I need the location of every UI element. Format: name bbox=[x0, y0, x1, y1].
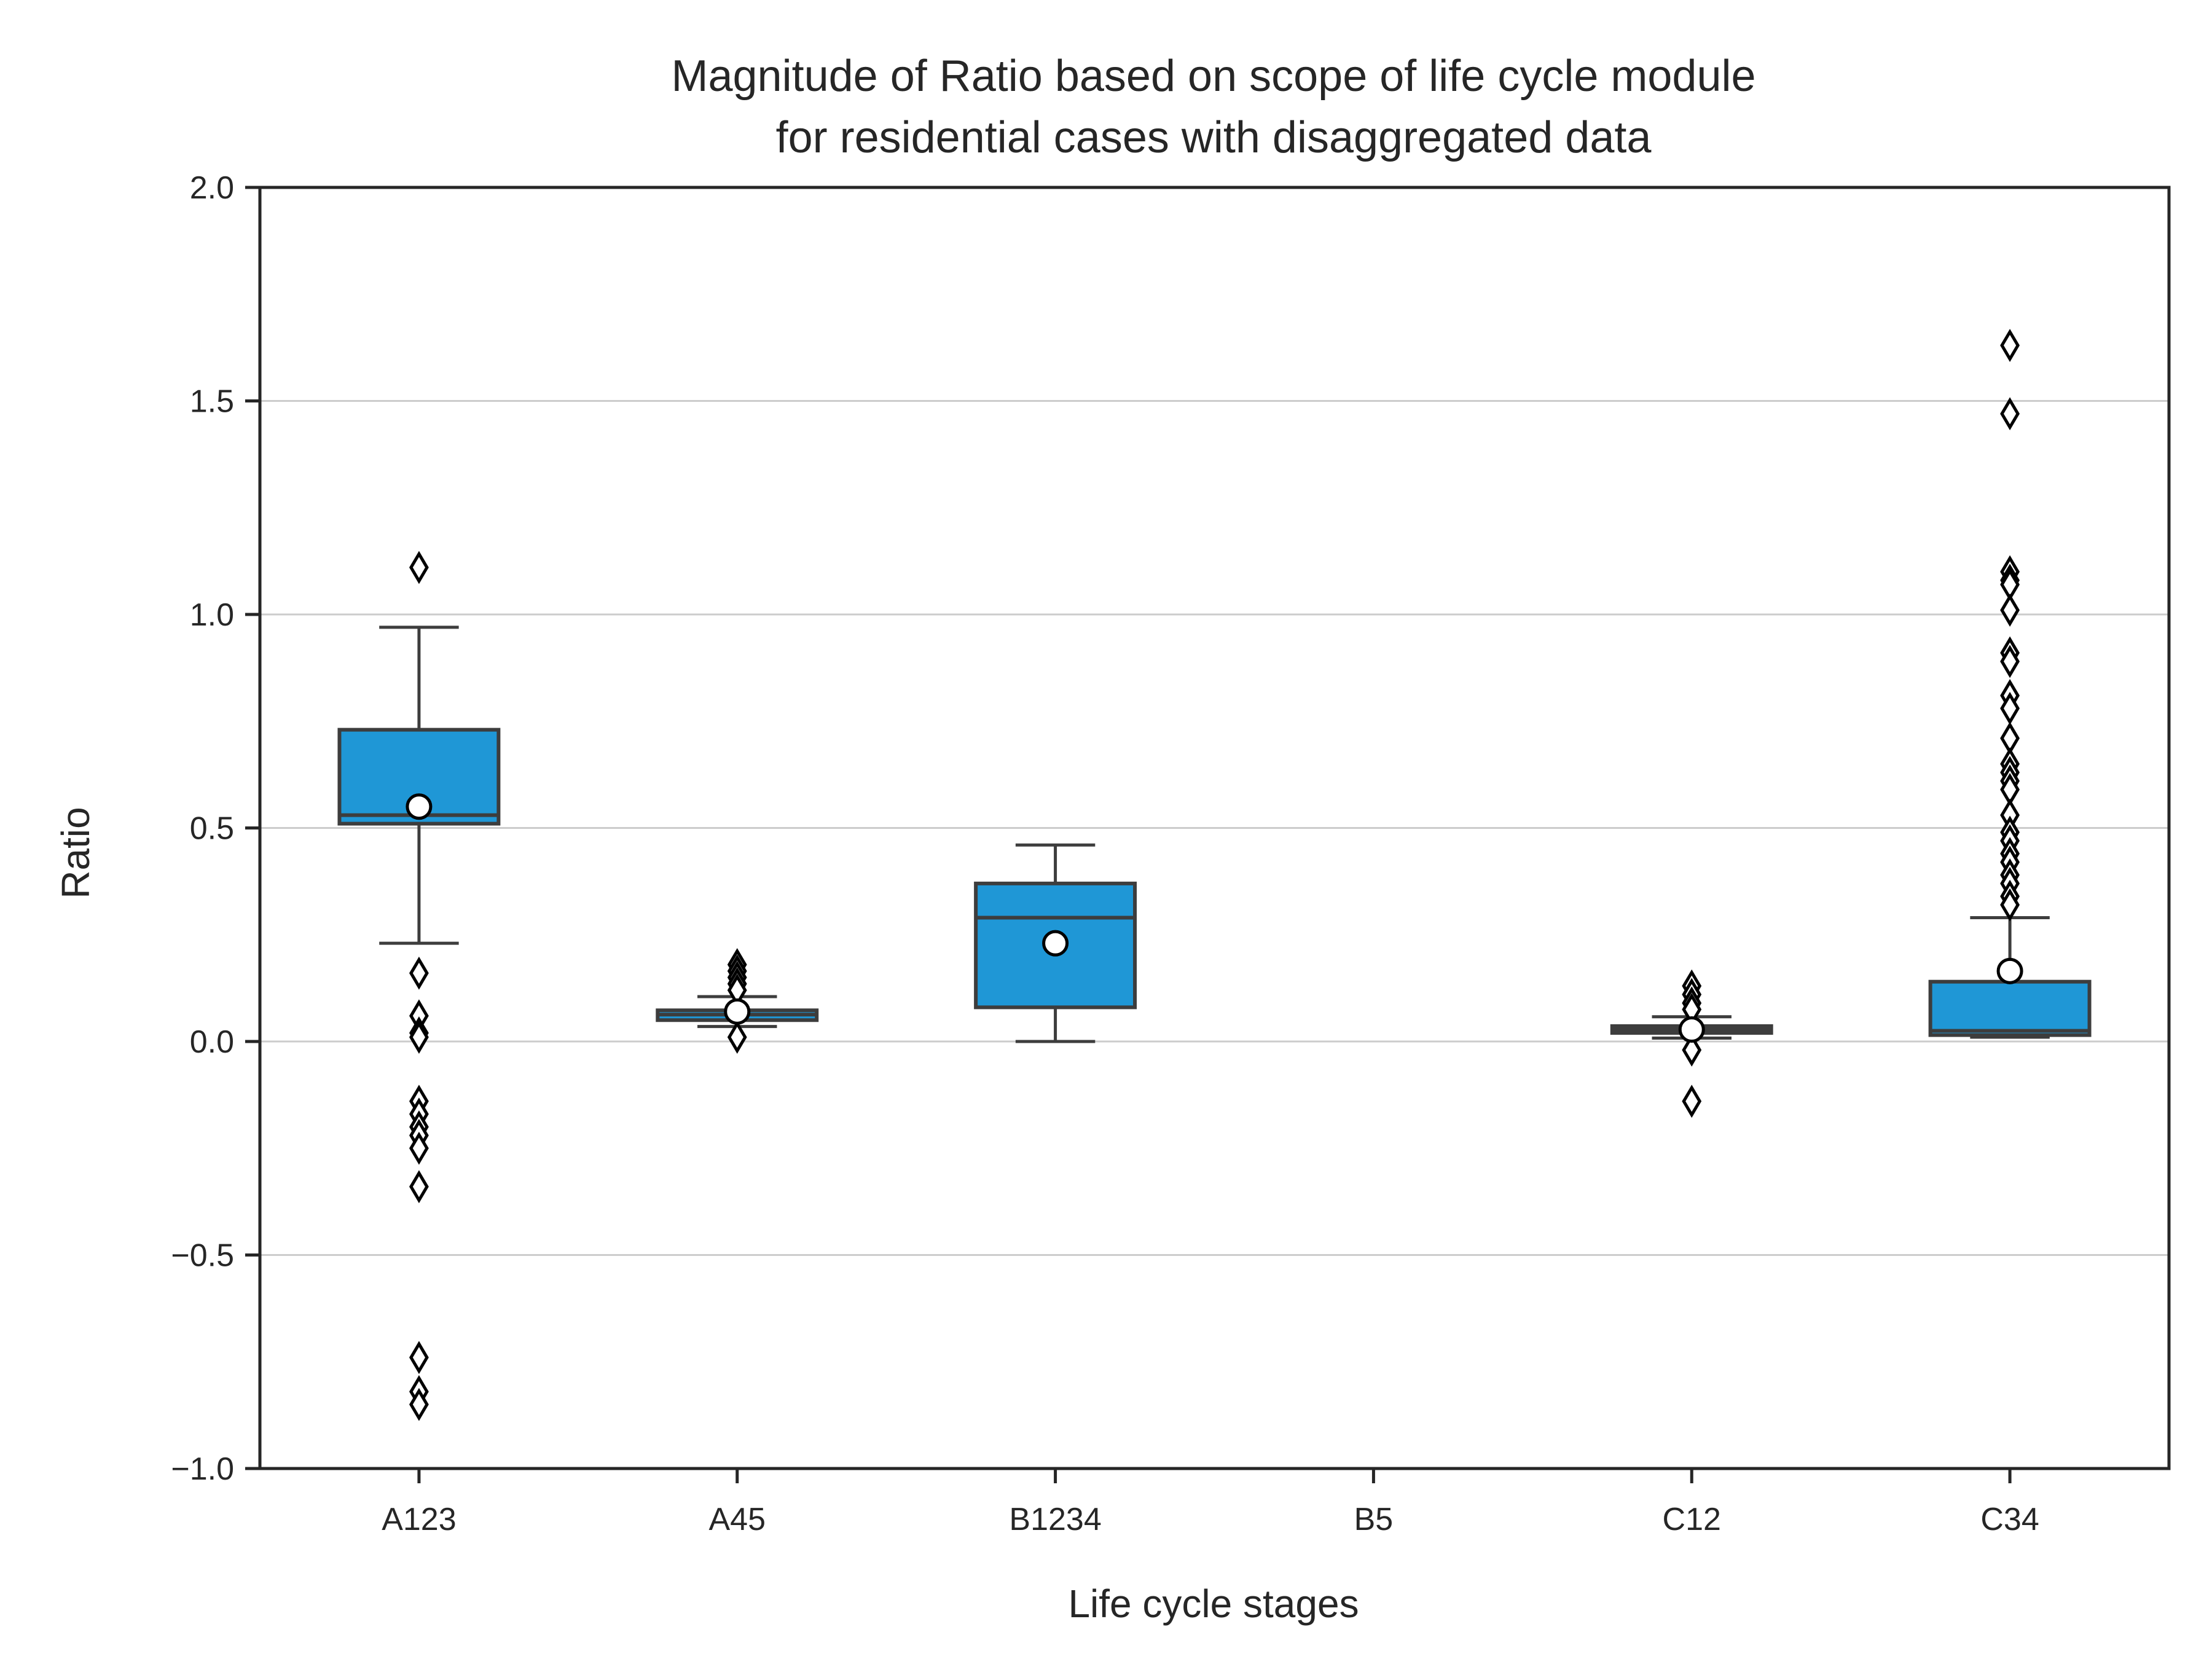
box-group-b1234 bbox=[974, 843, 1137, 1043]
outlier-marker bbox=[727, 1021, 747, 1054]
outlier-marker bbox=[409, 1021, 429, 1054]
x-axis-label: Life cycle stages bbox=[1068, 1582, 1359, 1626]
outlier-marker bbox=[1682, 1084, 1702, 1118]
chart-title-line-1: Magnitude of Ratio based on scope of lif… bbox=[671, 52, 1755, 101]
outlier-marker bbox=[409, 1387, 429, 1421]
outlier-marker bbox=[2000, 329, 2020, 363]
outlier-marker bbox=[2000, 888, 2020, 922]
outlier-marker bbox=[409, 956, 429, 990]
x-tick-label: C12 bbox=[1663, 1502, 1721, 1537]
mean-marker bbox=[1996, 957, 2023, 984]
y-tick-label: −0.5 bbox=[171, 1238, 234, 1274]
x-tick-label: B1234 bbox=[1009, 1502, 1101, 1537]
mean-marker bbox=[724, 998, 751, 1025]
y-axis-label: Ratio bbox=[53, 807, 98, 898]
x-tick-label: B5 bbox=[1354, 1502, 1394, 1537]
x-tick-label: C34 bbox=[1980, 1502, 2039, 1537]
y-tick-label: 1.5 bbox=[190, 384, 234, 420]
grid-layer bbox=[260, 400, 2169, 1256]
box-group-a123 bbox=[337, 551, 501, 1421]
iqr-box bbox=[1928, 979, 2092, 1037]
outlier-marker bbox=[409, 551, 429, 584]
mean-marker bbox=[406, 793, 433, 820]
mean-marker bbox=[1678, 1016, 1705, 1043]
chart-title-line-2: for residential cases with disaggregated… bbox=[776, 113, 1652, 162]
y-tick-label: 0.5 bbox=[190, 811, 234, 847]
tick-layer: −1.0 −0.5 0.0 0.5 1.0 1.5 2.0 A123 A45 B1234 B5 C12… bbox=[171, 170, 2039, 1537]
y-tick-label: 1.0 bbox=[190, 597, 234, 633]
box-group-a45 bbox=[656, 947, 819, 1054]
y-tick-label: 2.0 bbox=[190, 170, 234, 206]
mean-marker bbox=[1042, 930, 1069, 957]
y-tick-label: 0.0 bbox=[190, 1024, 234, 1060]
outlier-marker bbox=[1682, 1033, 1702, 1067]
outlier-marker bbox=[409, 1170, 429, 1204]
outlier-marker bbox=[2000, 397, 2020, 431]
outlier-marker bbox=[409, 1131, 429, 1165]
x-tick-label: A123 bbox=[382, 1502, 456, 1537]
outlier-marker bbox=[2000, 594, 2020, 627]
y-tick-label: −1.0 bbox=[171, 1451, 234, 1487]
box-layer bbox=[337, 329, 2092, 1421]
box-group-c34 bbox=[1928, 329, 2092, 1039]
outlier-marker bbox=[2000, 645, 2020, 678]
x-tick-label: A45 bbox=[708, 1502, 766, 1537]
outlier-marker bbox=[409, 1341, 429, 1375]
box-group-c12 bbox=[1610, 969, 1773, 1118]
